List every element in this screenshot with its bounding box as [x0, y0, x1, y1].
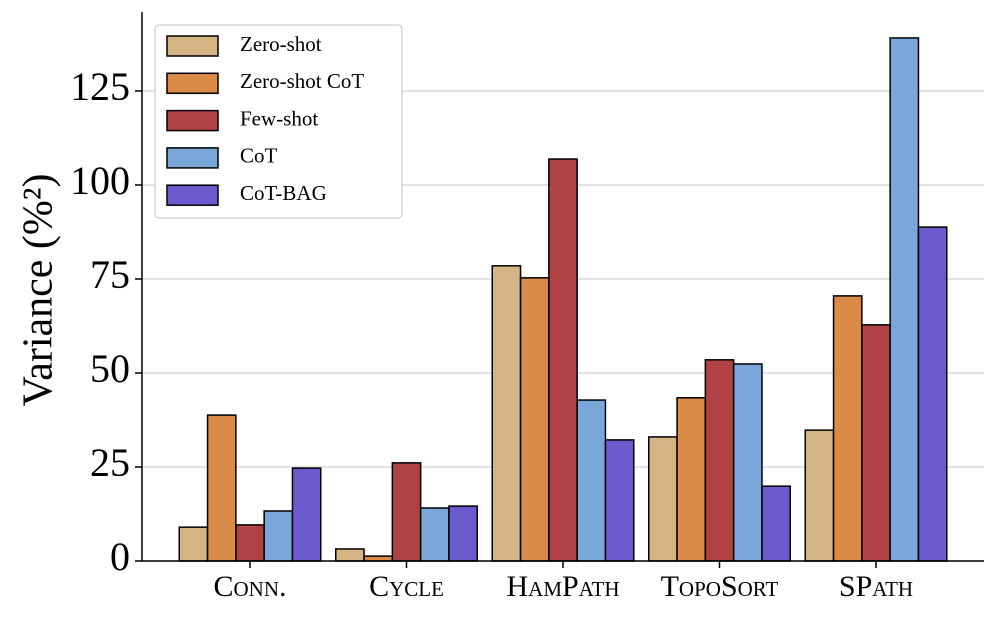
bar [604, 439, 635, 562]
y-tick-label: 0 [110, 534, 130, 579]
x-tick-label: Cycle [369, 570, 444, 603]
bar [419, 507, 450, 562]
bar [648, 436, 678, 562]
bar [491, 265, 522, 562]
y-tick-label: 125 [70, 64, 130, 109]
bar [235, 524, 265, 562]
bar [263, 510, 294, 562]
legend-label: Few-shot [240, 106, 318, 130]
bar [732, 363, 763, 562]
legend-swatch [166, 72, 219, 95]
bar [861, 324, 891, 562]
legend-swatch [166, 184, 219, 206]
x-tick-label: HamPath [506, 570, 619, 603]
bar [917, 226, 948, 562]
x-tick-label: Conn. [213, 570, 286, 603]
bar [832, 295, 863, 562]
bar [804, 429, 835, 562]
bar [676, 397, 707, 562]
legend-swatch [166, 109, 219, 132]
bar [291, 467, 322, 562]
legend-label: Zero-shot CoT [240, 69, 364, 93]
bar [576, 399, 607, 562]
x-tick-label: TopoSort [661, 570, 779, 603]
legend-label: Zero-shot [240, 32, 322, 56]
bar [548, 158, 578, 562]
legend-label: CoT [240, 144, 278, 168]
y-tick-label: 25 [90, 440, 130, 485]
y-tick-label: 50 [90, 346, 130, 391]
legend-swatch [166, 147, 219, 169]
legend-label: CoT-BAG [240, 181, 327, 205]
y-tick-label: 75 [90, 252, 130, 297]
y-tick-label: 100 [70, 158, 130, 203]
bar [206, 414, 237, 562]
bar [178, 526, 209, 562]
bar [391, 462, 422, 562]
bar [761, 485, 792, 562]
bar [448, 505, 479, 562]
legend-swatch [166, 35, 219, 57]
bar [704, 359, 735, 562]
bar [519, 277, 550, 562]
bar [889, 37, 920, 562]
bar [335, 548, 365, 562]
x-tick-label: SPath [839, 570, 913, 603]
y-axis-label: Variance (%²) [16, 174, 62, 407]
